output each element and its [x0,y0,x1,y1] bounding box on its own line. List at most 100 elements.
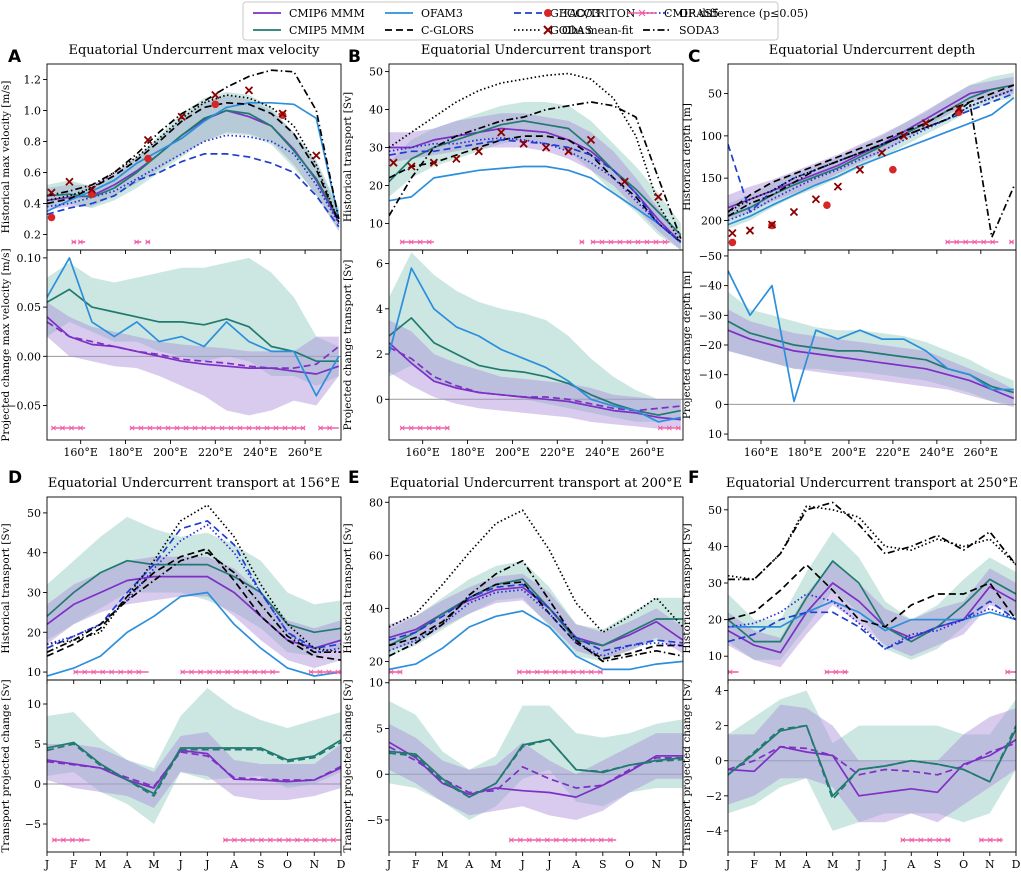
panel-B-top-sig-x [590,239,596,245]
panel-E-bottom-series-cmip5-dash [389,738,683,798]
panel-B-top-sig-x [617,239,623,245]
panel-A-top-obsfit-point [211,90,220,100]
panel-B-top-sig-x [408,239,414,245]
panel-B-top-obsfit-point [497,128,506,137]
panel-C-top-series-cglors-dash [728,84,1015,213]
legend-item-obsfit: Obs mean-fit [543,24,634,37]
panel-D-bottom-ytick-label: 0 [34,778,41,791]
panel-C-bottom-xtick-label: 220°E [876,446,911,459]
panel-F-top-sig-x [824,669,830,675]
panel-F-top-ytick-label: 20 [708,614,722,627]
panel-title-F: Equatorial Undercurrent transport at 250… [726,476,1018,491]
panel-B-top-obsfit-point [654,192,663,201]
panel-D-top-ytick-label: 20 [27,626,41,639]
panel-C-bottom-ylabel: Projected change depth [m] [681,271,693,419]
panel-B-top-series-godas-dot [389,72,682,243]
panel-D-bottom-xtick-label: N [309,858,319,871]
panel-B-top-ytick-label: 30 [369,142,383,155]
panel-F-bottom-xtick-label: A [802,858,812,871]
legend-item-tao: TAO/TRITON [544,7,636,20]
panel-B-bottom-band-cmip5 [389,252,681,422]
panel-F-bottom-xtick-label: J [856,858,861,871]
legend-label-soda3: SODA3 [679,24,719,37]
panel-D-top-sig-x [207,669,213,675]
panel-E-bottom-band-cmip5 [389,701,683,820]
panel-C-top-obsfit-point [921,119,930,128]
panel-D-top-ylabel: Historical transport [Sv] [0,523,12,653]
panel-B-top-band-cmip5 [389,102,681,250]
panel-C-top-ytick-label: 100 [701,130,722,143]
panel-C-top-sig-x [990,239,996,245]
panel-A-bottom-frame [46,249,342,441]
panel-E-top-sig-x [389,669,394,675]
panel-D-bottom-sig-x [51,837,57,843]
panel-E-bottom-xtick-label: S [599,858,607,871]
panel-E-bottom-sig-x [517,837,523,843]
legend-item-soda3: SODA3 [643,24,719,37]
panel-D-top-series-cmip6-solid [47,575,341,650]
panel-title-D: Equatorial Undercurrent transport at 156… [48,476,340,491]
panel-A-top-tao-point [211,100,220,109]
panel-E-top-sig-x [570,669,576,675]
panel-A-bottom-xtick-label: 180°E [108,446,143,459]
panel-D-top-ytick-label: 10 [27,666,41,679]
panel-A-bottom-sig-x [129,425,135,431]
panel-D-bottom-xtick-label: J [177,858,182,871]
panel-C-top-obsfit-point [789,207,799,217]
panel-D-top-sig-x [335,669,341,675]
panel-D-top-series-gecco3-dash [47,520,341,650]
panel-F-top-ytick-label: 40 [708,540,722,553]
panel-D-bottom-ylabel: Transport projected change [Sv] [0,679,12,852]
legend-item-ofam3: OFAM3 [385,7,463,20]
legend-label-gecco3: GECCO3 [550,7,600,20]
panel-D-bottom-band-cmip6 [47,732,341,808]
panel-B-bottom-frame [388,249,684,441]
panel-E-top-ytick-label: 40 [369,602,383,615]
panel-E-bottom-xtick-label: F [412,858,420,871]
panel-C-top-obsfit-point [954,104,963,113]
panel-A-bottom-plot-area [47,257,341,431]
panel-A-bottom-sig-x [183,425,189,431]
panel-B-top-obsfit-point [389,158,398,167]
panel-A-bottom-sig-x [318,425,324,431]
legend-item-godas: GODAS [514,24,592,37]
panel-A-bottom-sig-x [228,425,234,431]
panel-A-top-ytick-label: 0.8 [24,136,42,149]
panel-F-bottom-sig-x [927,837,933,843]
panel-D-bottom-xtick-label: O [283,858,292,871]
panel-F-bottom-sig-x [936,837,942,843]
panel-B-bottom-xtick-label: 160°E [405,446,440,459]
panel-B-top-band-cmip6 [389,113,681,250]
panel-A-top-ytick-label: 1.2 [24,74,42,87]
panel-E-top-sig-x [552,669,558,675]
panel-B-bottom-ytick-label: 0 [376,393,383,406]
panel-B-top-sig-x [662,239,668,245]
panel-A-bottom-sig-x [68,425,75,431]
panel-E-top-sig-x [588,669,594,675]
panel-B-top-sig-x [599,239,605,245]
panel-C-bottom-xtick-label: 260°E [964,446,999,459]
panel-F-top-ytick-label: 50 [708,504,722,517]
panel-D-top-sig-x [216,669,222,675]
panel-D: D Equatorial Undercurrent transport at 15… [0,468,346,871]
panel-B-bottom-series-ofam3-solid [389,267,681,423]
legend-label-tao: TAO/TRITON [562,7,636,20]
panel-C-top-obsfit-point [899,131,909,141]
panel-D-bottom-sig-x [231,837,237,843]
panel-B-bottom-sig-x [399,425,405,431]
panel-F-bottom-xtick-label: J [725,858,730,871]
panel-A-bottom-sig-x [156,425,162,431]
panel-E-bottom-sig-x [544,837,550,843]
panel-F-top-series-cglors-dash [728,563,1016,628]
panel-D-top-series-godas-dot [47,504,341,654]
panel-D-top-sig-x [118,669,124,675]
panel-B-top-obsfit-point [541,143,551,152]
legend-label-cmip5: CMIP5 MMM [289,24,365,37]
panel-F-top-series-cmip6-solid [728,582,1016,654]
panel-B: B Equatorial Undercurrent transport102030… [342,43,684,459]
panel-E-bottom-sig-x [553,837,559,843]
panel-E-bottom-sig-x [580,837,586,843]
panel-B-bottom-ylabel: Projected change transport [Sv] [342,260,354,431]
panel-B-top-series-oras5-dot [389,137,682,244]
panel-B-top-obsfit-point [519,139,528,148]
